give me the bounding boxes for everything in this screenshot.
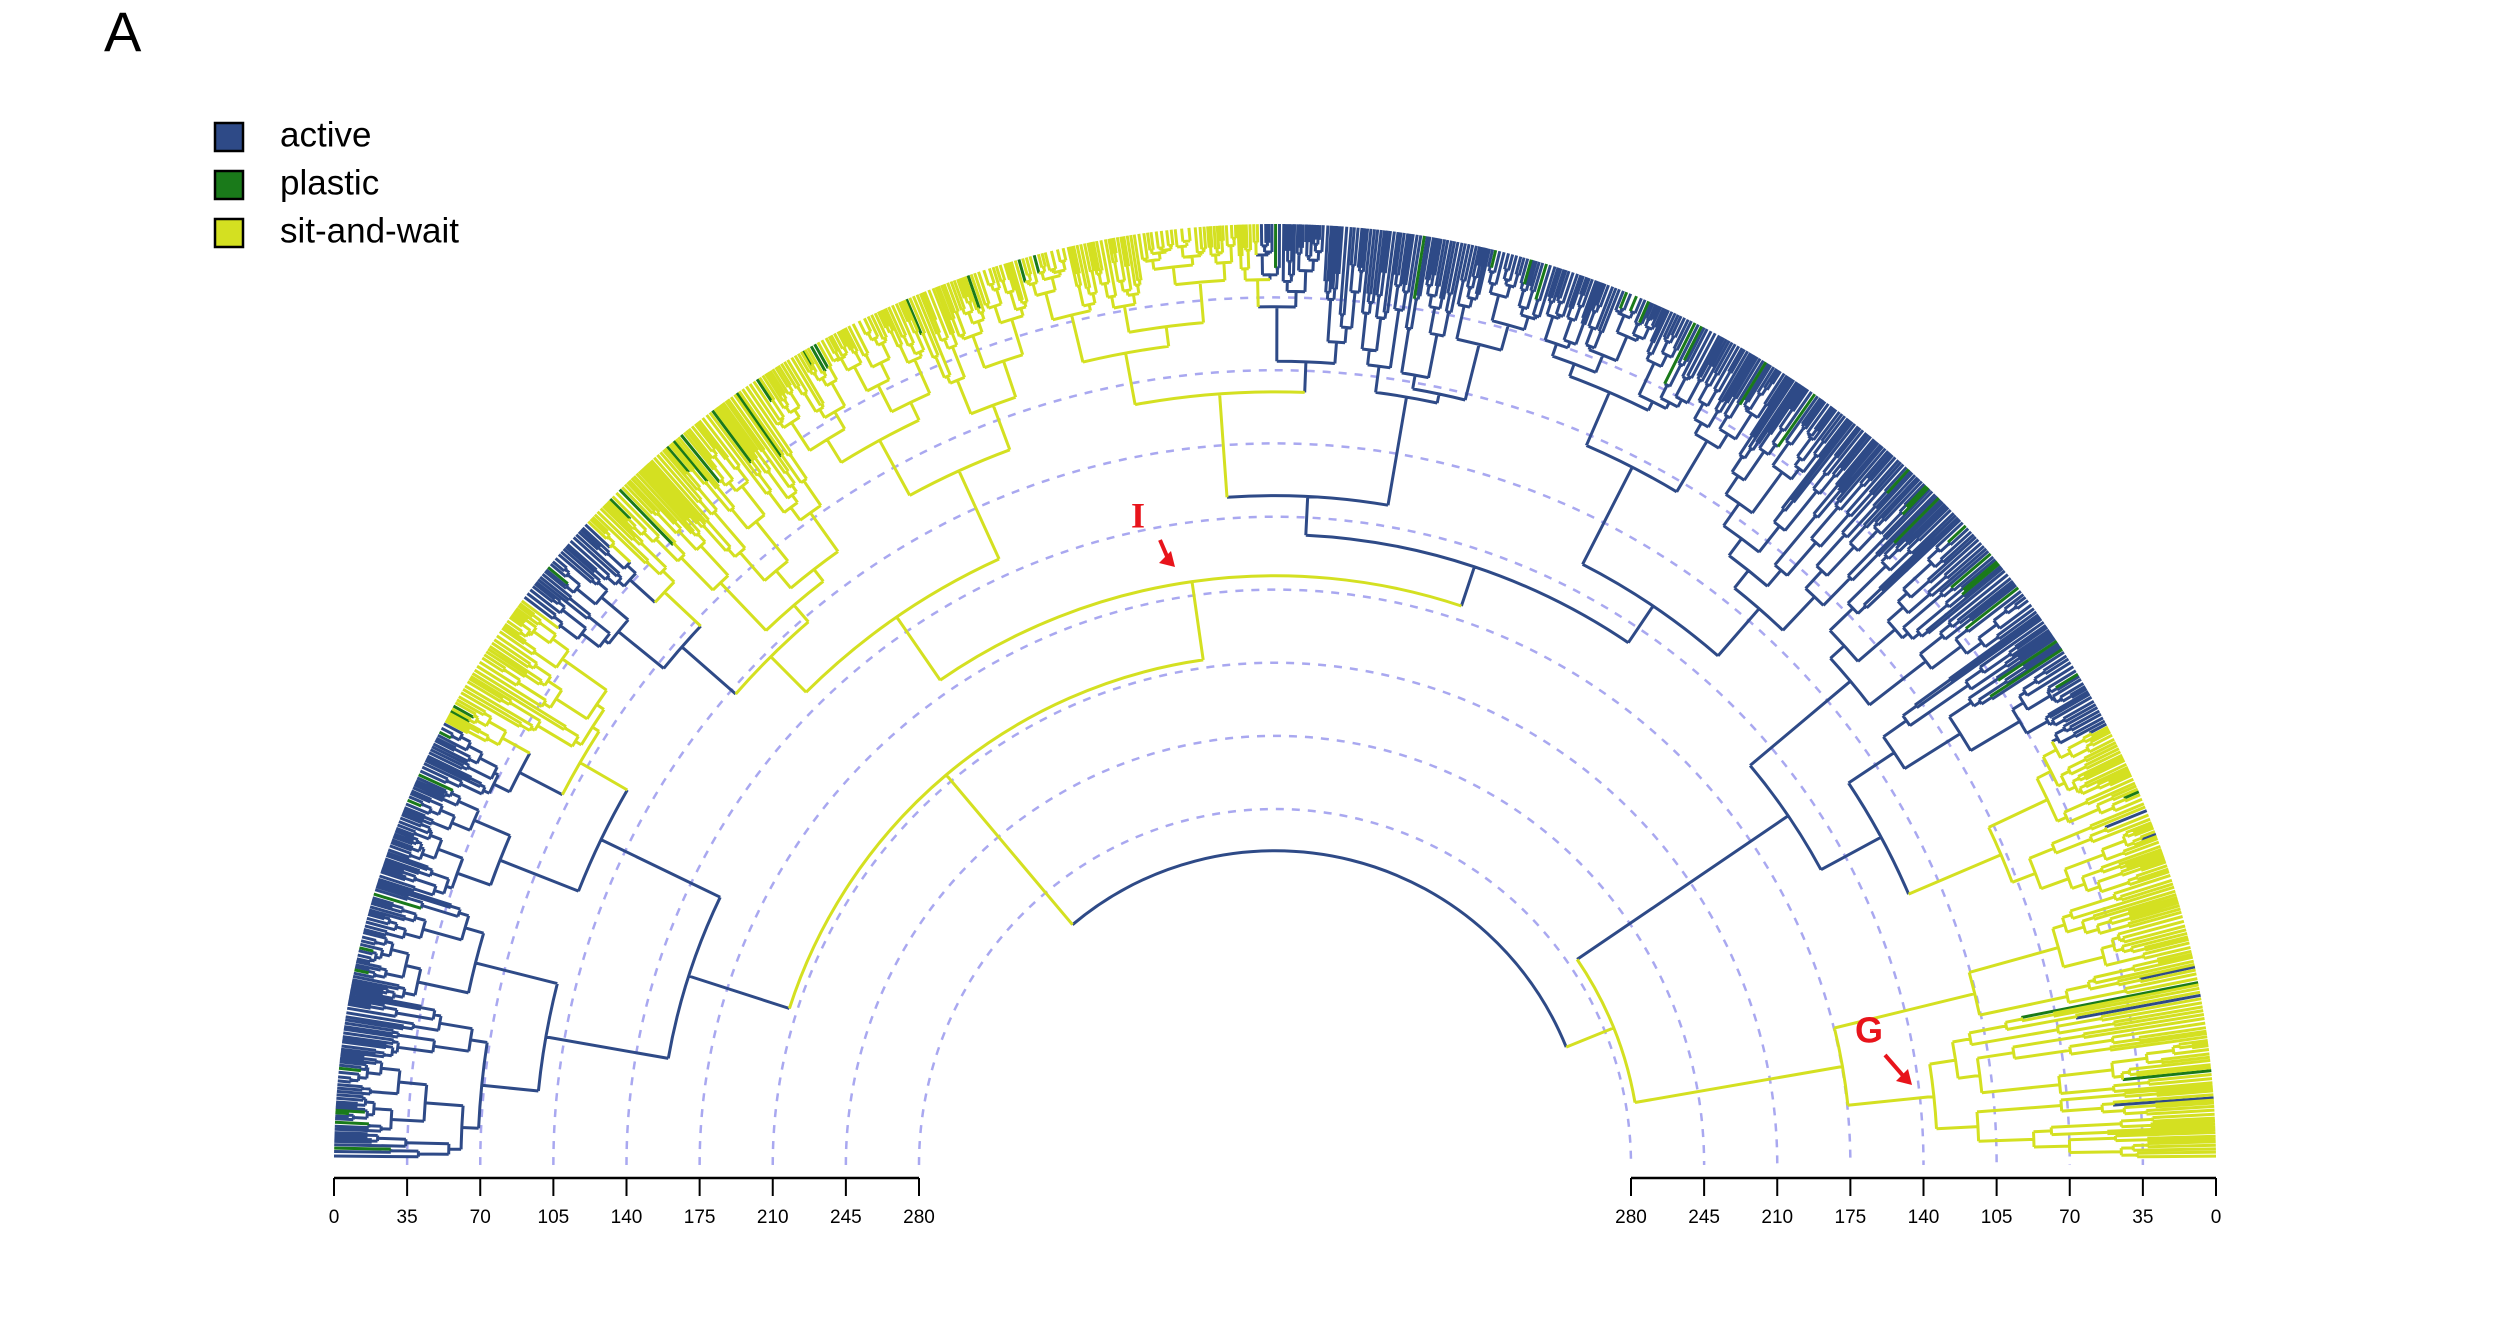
grid-circle <box>479 369 2071 1166</box>
grid-circle <box>917 807 1633 1166</box>
grid-circle <box>771 661 1779 1166</box>
tick-label: 35 <box>397 1207 418 1228</box>
tick-label: 175 <box>684 1207 716 1228</box>
tick-label: 245 <box>1688 1207 1720 1228</box>
tick-label: 105 <box>1981 1207 2013 1228</box>
annotation-arrowhead <box>1896 1069 1912 1085</box>
axes: 0 0 35 35 70 70 105 105 140 140 175 175 210 210 245 245… <box>329 1176 2222 1228</box>
grid-circle <box>625 515 1925 1166</box>
tree-branches <box>334 223 2212 1151</box>
grid-circle <box>698 588 1852 1166</box>
tick-label: 105 <box>538 1207 570 1228</box>
tick-label: 245 <box>830 1207 862 1228</box>
tick-label: 70 <box>470 1207 491 1228</box>
annotation: I <box>1131 495 1145 535</box>
legend-swatch <box>213 121 245 153</box>
tick-label: 280 <box>903 1207 935 1228</box>
legend-label: active <box>280 115 371 154</box>
tick-label: 210 <box>757 1207 789 1228</box>
tick-label: 0 <box>2211 1207 2222 1228</box>
tree-branches <box>333 223 2214 1159</box>
legend-label: plastic <box>280 163 379 202</box>
tick-label: 0 <box>329 1207 340 1228</box>
tree <box>333 223 2217 1159</box>
tick-label: 70 <box>2059 1207 2080 1228</box>
tick-label: 175 <box>1835 1207 1867 1228</box>
annotation: G <box>1855 1010 1883 1051</box>
panel-label: A <box>104 0 142 63</box>
legend-swatch <box>213 217 245 249</box>
legend-label: sit-and-wait <box>280 211 459 250</box>
tick-label: 140 <box>611 1207 643 1228</box>
legend: active plastic sit-and-wait <box>213 115 459 250</box>
tick-label: 35 <box>2132 1207 2153 1228</box>
tick-label: 210 <box>1761 1207 1793 1228</box>
legend-swatch <box>213 169 245 201</box>
tick-label: 280 <box>1615 1207 1647 1228</box>
tree-branches <box>444 224 2217 1159</box>
grid-circle <box>844 734 1706 1166</box>
annotations: IG <box>1131 495 1912 1085</box>
tick-label: 140 <box>1908 1207 1940 1228</box>
annotation-arrowhead <box>1159 551 1175 567</box>
